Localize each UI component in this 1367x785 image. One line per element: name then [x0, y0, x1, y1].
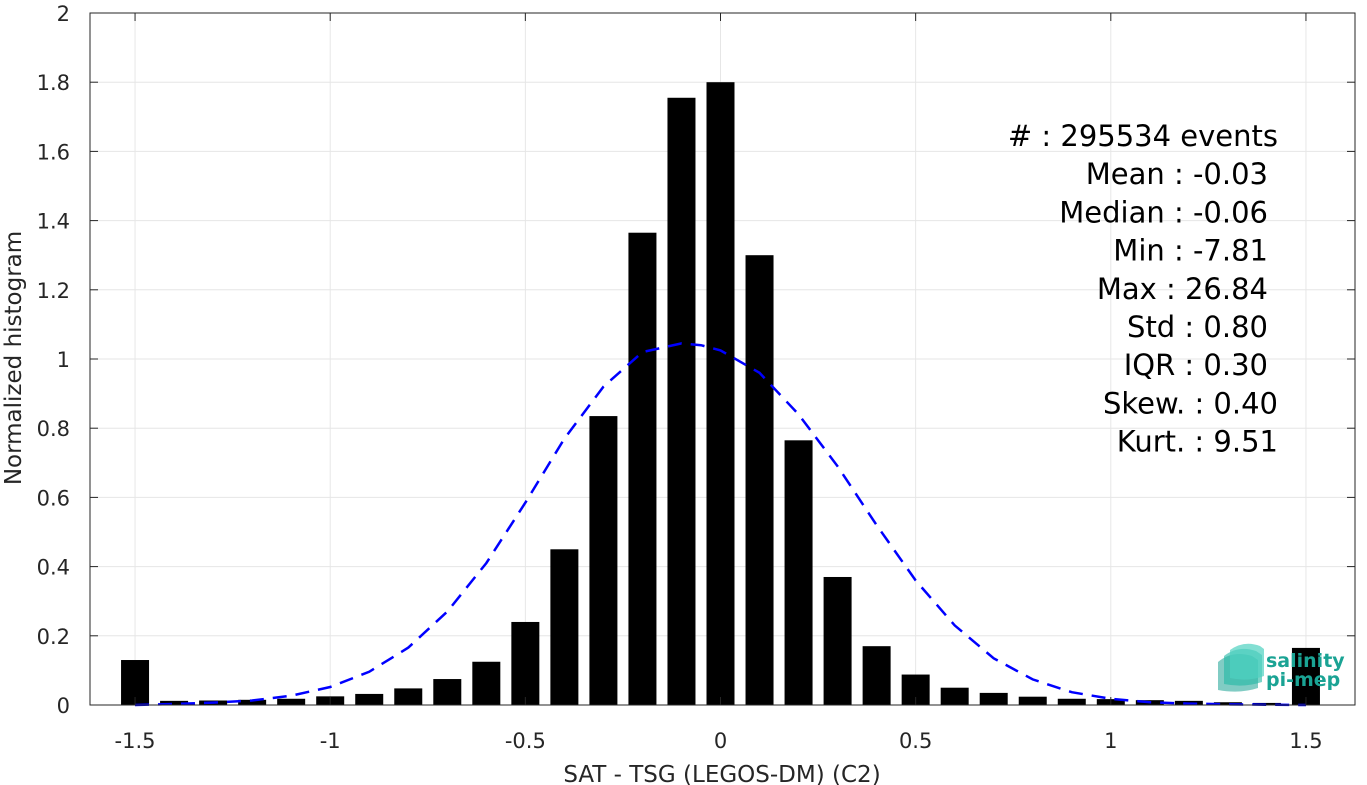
histogram-bar: [1291, 647, 1320, 705]
y-tick-label: 0.8: [37, 417, 70, 441]
y-tick-label: 1.6: [37, 140, 70, 164]
x-tick-label: 1: [1104, 729, 1117, 753]
histogram-bar: [628, 232, 657, 705]
histogram-bar: [472, 661, 501, 705]
y-tick-label: 2: [57, 2, 70, 26]
stat-line: Mean : -0.03: [1086, 157, 1268, 191]
logo-text-pimep: pi-mep: [1266, 669, 1340, 691]
stat-line: Skew. : 0.40: [1103, 386, 1278, 420]
x-tick-label: 0.5: [899, 729, 932, 753]
histogram-bar: [160, 700, 189, 705]
histogram-bar: [589, 416, 618, 705]
x-tick-label: -0.5: [505, 729, 546, 753]
histogram-bar: [1252, 702, 1281, 705]
y-tick-label: 0.2: [37, 625, 70, 649]
y-tick-label: 0.6: [37, 486, 70, 510]
histogram-bar: [238, 699, 267, 705]
histogram-bar: [706, 82, 735, 705]
x-tick-label: 1.5: [1289, 729, 1322, 753]
histogram-bar: [745, 255, 774, 705]
histogram-bar: [1057, 698, 1086, 705]
x-tick-label: 0: [714, 729, 727, 753]
y-axis-ticks: 0 0.2 0.4 0.6 0.8 1 1.2 1.4 1.6 1.8 2: [37, 2, 1355, 718]
histogram-bar: [277, 698, 306, 705]
histogram-bar: [667, 97, 696, 705]
statistics-annotation: # : 295534 events Mean : -0.03 Median : -0…: [1008, 119, 1278, 459]
histogram-bar: [550, 549, 579, 705]
histogram-bar: [862, 646, 891, 705]
y-tick-label: 1.4: [37, 210, 70, 234]
histogram-bar: [979, 692, 1008, 705]
logo-text-salinity: salinity: [1266, 650, 1345, 672]
histogram-bar: [511, 621, 540, 705]
x-axis-title: SAT - TSG (LEGOS-DM) (C2): [563, 762, 880, 785]
stat-line: Max : 26.84: [1097, 272, 1268, 306]
x-axis-ticks: -1.5 -1 -0.5 0 0.5 1 1.5: [115, 13, 1323, 753]
histogram-bar: [784, 440, 813, 705]
histogram-bar: [394, 688, 423, 705]
histogram-bar: [355, 693, 384, 705]
y-axis-title: Normalized histogram: [1, 231, 27, 485]
histogram-bar: [433, 679, 462, 705]
stat-line: # : 295534 events: [1008, 119, 1278, 153]
stat-line: Median : -0.06: [1059, 195, 1268, 229]
histogram-bar: [823, 576, 852, 705]
y-tick-label: 1: [57, 348, 70, 372]
stat-line: Min : -7.81: [1113, 234, 1268, 268]
y-tick-label: 0: [57, 694, 70, 718]
histogram-bar: [1213, 702, 1242, 705]
y-tick-label: 1.8: [37, 71, 70, 95]
stat-line: Kurt. : 9.51: [1117, 425, 1278, 459]
logo-emblem-icon: [1218, 643, 1264, 692]
stat-line: Std : 0.80: [1127, 310, 1268, 344]
stat-line: IQR : 0.30: [1124, 348, 1268, 382]
salinity-pimep-logo: salinity pi-mep: [1218, 643, 1345, 692]
x-tick-label: -1: [320, 729, 341, 753]
gaussian-fit-curve: [134, 342, 1307, 707]
y-tick-label: 1.2: [37, 279, 70, 303]
y-tick-label: 0.4: [37, 556, 70, 580]
histogram-bar: [1018, 696, 1047, 705]
x-tick-label: -1.5: [115, 729, 156, 753]
histogram-bar: [940, 687, 969, 705]
